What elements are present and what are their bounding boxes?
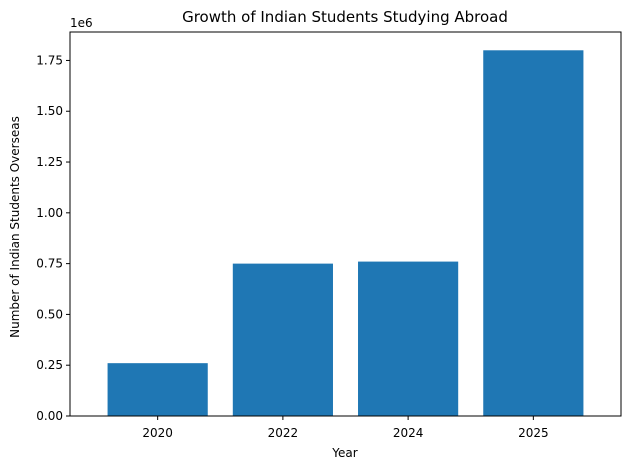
bars-layer (107, 50, 584, 416)
y-tick-label-1.75: 1.75 (36, 53, 63, 67)
y-axis-label: Number of Indian Students Overseas (8, 116, 22, 338)
y-tick-label-1.25: 1.25 (36, 155, 63, 169)
x-axis-label: Year (331, 446, 357, 460)
bar-2024 (358, 261, 459, 416)
y-tick-label-0.25: 0.25 (36, 358, 63, 372)
y-tick-label-0.50: 0.50 (36, 307, 63, 321)
bar-2020 (107, 363, 208, 416)
chart-title: Growth of Indian Students Studying Abroa… (182, 8, 508, 26)
plot-frame (69, 31, 622, 417)
y-tick-label-1.50: 1.50 (36, 104, 63, 118)
x-tick-label-2024: 2024 (393, 426, 424, 440)
x-tick-label-2025: 2025 (518, 426, 549, 440)
bar-2025 (483, 50, 584, 416)
y-tick-label-0.00: 0.00 (36, 409, 63, 423)
y-axis-offset-label: 1e6 (70, 16, 93, 30)
bar-2022 (232, 263, 333, 416)
x-tick-label-2022: 2022 (268, 426, 299, 440)
y-tick-label-1.00: 1.00 (36, 206, 63, 220)
ticks-layer: 2020 2022 2024 2025 0.00 0.25 0.50 0.75 1.00 1.25… (36, 53, 548, 440)
x-tick-label-2020: 2020 (142, 426, 173, 440)
axes-layer (69, 31, 622, 417)
y-tick-label-0.75: 0.75 (36, 257, 63, 271)
